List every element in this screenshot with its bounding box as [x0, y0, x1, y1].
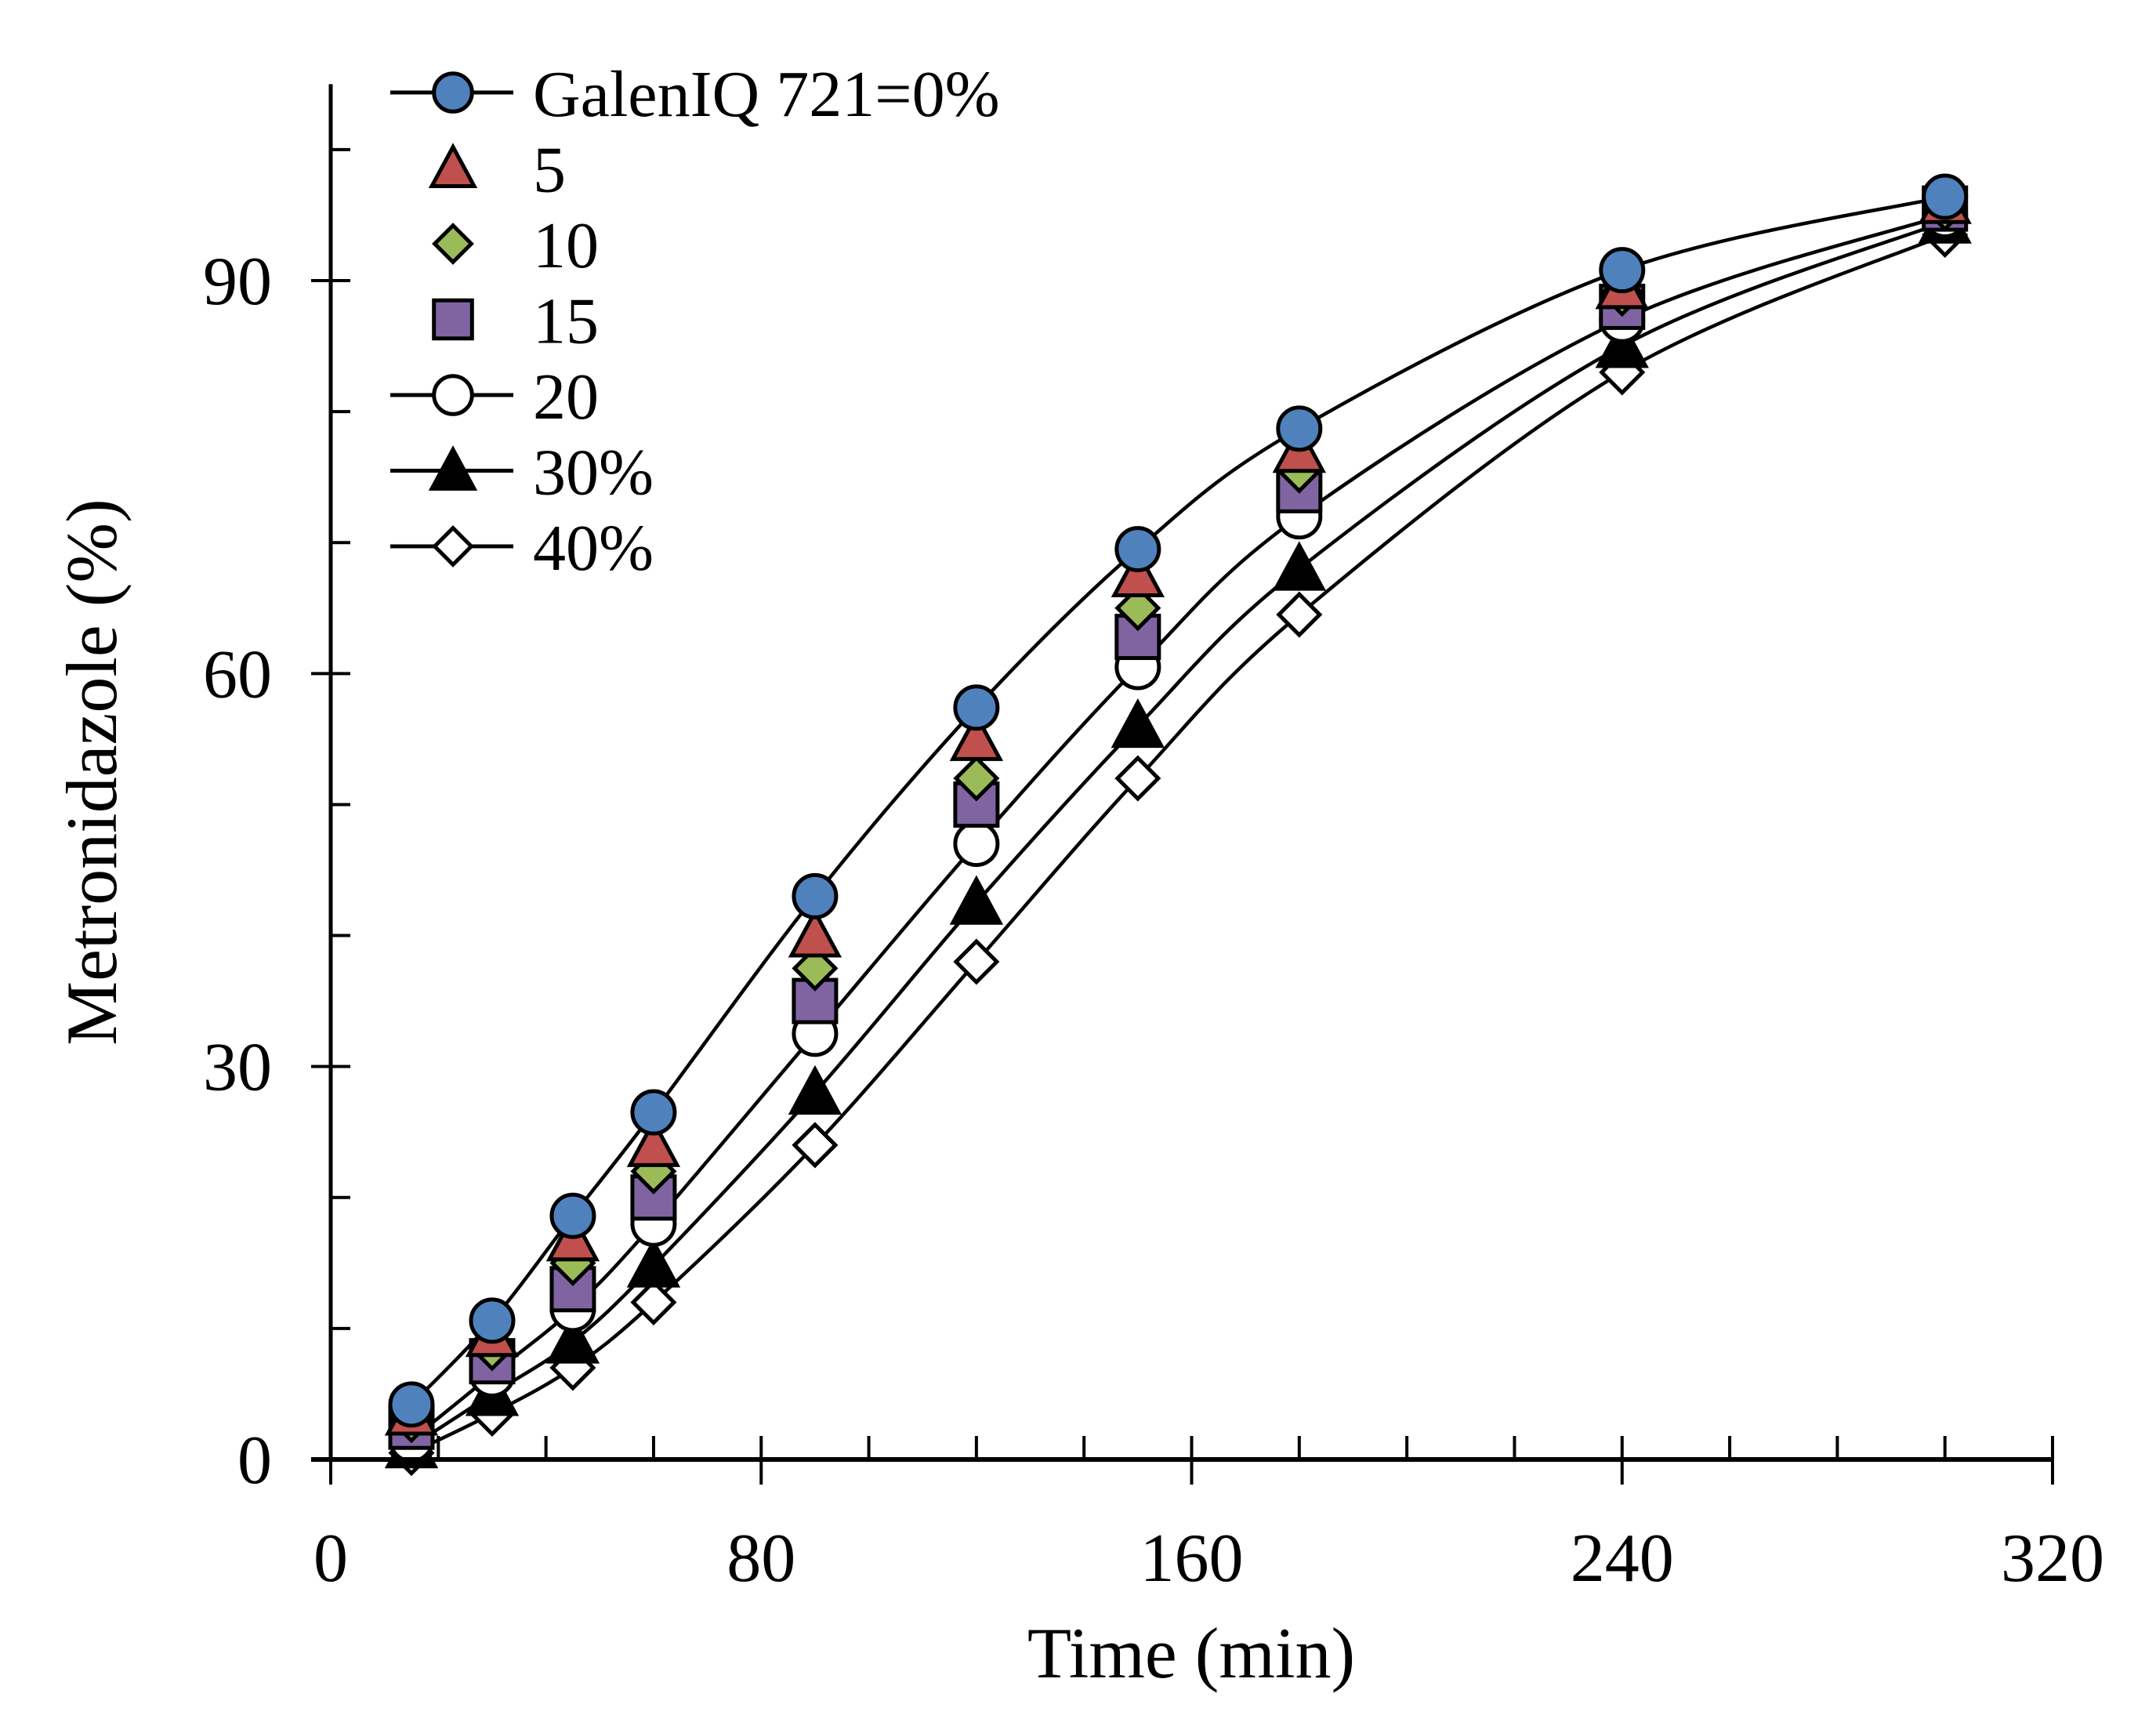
- data-point: [1111, 698, 1165, 749]
- legend-label: GalenIQ 721=0%: [533, 58, 1000, 131]
- legend-label: 40%: [533, 512, 654, 585]
- data-point: [953, 755, 1000, 802]
- data-point: [949, 711, 1004, 761]
- data-point: [388, 1381, 435, 1428]
- data-point: [1922, 173, 1969, 220]
- data-point: [792, 872, 839, 919]
- legend-marker: [432, 525, 474, 567]
- data-point: [630, 1089, 677, 1136]
- y-tick-label: 30: [203, 1030, 272, 1106]
- x-tick-label: 160: [1140, 1521, 1244, 1597]
- axes: 0 80 160 240 320 0 30 60 90: [203, 84, 2104, 1597]
- x-tick-label: 240: [1571, 1521, 1674, 1597]
- legend-marker: [432, 71, 474, 114]
- series-markers: [384, 173, 1972, 1477]
- x-tick-label: 0: [313, 1521, 348, 1597]
- legend-label: 30%: [533, 437, 654, 509]
- y-tick-label: 0: [237, 1423, 272, 1499]
- y-tick-label: 90: [203, 244, 272, 320]
- legend-marker: [432, 298, 474, 341]
- data-point: [1276, 591, 1323, 638]
- data-point: [1272, 541, 1327, 591]
- y-axis-label: Metronidazole (%): [52, 499, 132, 1045]
- legend-label: 20: [533, 361, 599, 433]
- legend-label: 5: [533, 134, 566, 207]
- data-point: [788, 1064, 842, 1115]
- data-point: [469, 1297, 516, 1344]
- data-point: [953, 684, 1000, 731]
- data-point: [626, 1238, 681, 1288]
- data-point: [1595, 318, 1649, 368]
- data-point: [1114, 755, 1161, 802]
- data-point: [1111, 547, 1165, 597]
- legend-label: 10: [533, 209, 599, 282]
- data-point: [788, 908, 842, 958]
- data-point: [953, 821, 1000, 868]
- x-tick-label: 80: [727, 1521, 795, 1597]
- data-point: [545, 1314, 600, 1364]
- legend-marker: [428, 143, 478, 188]
- data-point: [949, 875, 1004, 925]
- data-point: [549, 1192, 596, 1239]
- data-point: [1114, 585, 1161, 632]
- x-axis-label: Time (min): [1027, 1613, 1355, 1693]
- series-line: [410, 213, 1946, 1441]
- data-point: [630, 1278, 677, 1326]
- legend-marker: [428, 445, 478, 491]
- y-tick-label: 60: [203, 636, 272, 712]
- data-point: [1599, 247, 1646, 294]
- data-point: [1276, 405, 1323, 452]
- data-point: [792, 1122, 839, 1169]
- data-point: [953, 938, 1000, 985]
- legend-label: 15: [533, 285, 599, 358]
- data-point: [626, 1117, 681, 1167]
- legend-marker: [432, 374, 474, 416]
- x-tick-label: 320: [2001, 1521, 2104, 1597]
- data-point: [792, 945, 839, 992]
- legend-marker: [432, 223, 474, 265]
- data-point: [1114, 526, 1161, 573]
